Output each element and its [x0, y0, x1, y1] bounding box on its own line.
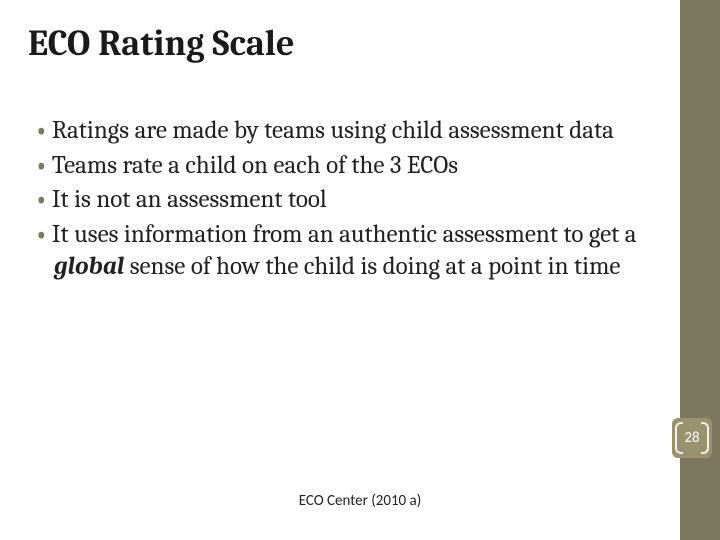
list-item: • Teams rate a child on each of the 3 EC… — [36, 150, 656, 183]
right-decorative-strip — [680, 0, 720, 540]
bullet-dot-icon: • — [36, 185, 52, 213]
bullet-dot-icon: • — [36, 151, 52, 179]
list-item: • It uses information from an authentic … — [36, 219, 656, 284]
page-number: 28 — [684, 429, 699, 447]
list-item-text: It is not an assessment tool — [52, 185, 327, 214]
list-item-text: It uses information from an authentic as… — [52, 220, 637, 282]
footer-citation: ECO Center (2010 a) — [0, 492, 720, 510]
page-number-badge: 28 — [672, 418, 712, 458]
list-item: • Ratings are made by teams using child … — [36, 115, 656, 148]
emphasized-word: global — [54, 252, 124, 281]
slide-title: ECO Rating Scale — [28, 24, 294, 64]
bullet-list: • Ratings are made by teams using child … — [36, 115, 656, 286]
bullet-dot-icon: • — [36, 116, 52, 144]
list-item-text: Ratings are made by teams using child as… — [52, 116, 614, 145]
bullet-dot-icon: • — [36, 220, 52, 248]
slide: ECO Rating Scale • Ratings are made by t… — [0, 0, 720, 540]
right-bracket-icon — [701, 422, 709, 454]
left-bracket-icon — [675, 422, 683, 454]
list-item: • It is not an assessment tool — [36, 184, 656, 217]
list-item-text: Teams rate a child on each of the 3 ECOs — [52, 151, 458, 180]
